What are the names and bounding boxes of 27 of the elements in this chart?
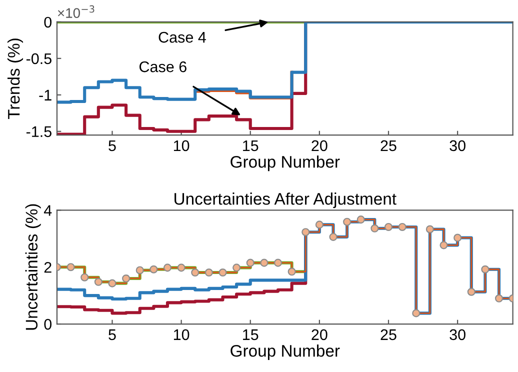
x-tick-label: 5 <box>108 329 116 340</box>
x-tick-label: 25 <box>380 140 396 152</box>
y-axis-title: Uncertainties (%) <box>25 204 41 330</box>
chart-title: Uncertainties After Adjustment <box>174 192 396 208</box>
annotation: Case 6 <box>139 61 186 72</box>
y-tick-label: 0 <box>44 318 52 330</box>
y-tick-label: 2 <box>44 262 52 273</box>
x-tick-label: 20 <box>312 329 328 340</box>
x-tick-label: 25 <box>380 329 396 340</box>
y-tick-label: -0.5 <box>26 53 52 64</box>
x-tick-label: 20 <box>312 140 328 152</box>
x-tick-label: 10 <box>174 329 190 340</box>
x-axis-title: Group Number <box>230 156 340 172</box>
y-tick-label: -1 <box>39 90 52 100</box>
y-axis-title: Trends (%) <box>7 38 24 120</box>
y-tick-label: 4 <box>44 205 52 216</box>
y-tick-label: -1.5 <box>26 126 52 138</box>
annotation: Case 4 <box>158 32 206 43</box>
x-tick-label: 15 <box>243 329 258 340</box>
y-tick-label: 0 <box>44 16 52 28</box>
x-tick-label: 30 <box>450 329 466 340</box>
x-tick-label: 10 <box>174 140 190 152</box>
x-axis-title: Group Number <box>230 344 340 360</box>
x-tick-label: 15 <box>243 140 258 152</box>
text: ×10$^{−3}$ <box>58 5 94 18</box>
x-tick-label: 5 <box>108 140 116 152</box>
x-tick-label: 30 <box>450 140 466 152</box>
